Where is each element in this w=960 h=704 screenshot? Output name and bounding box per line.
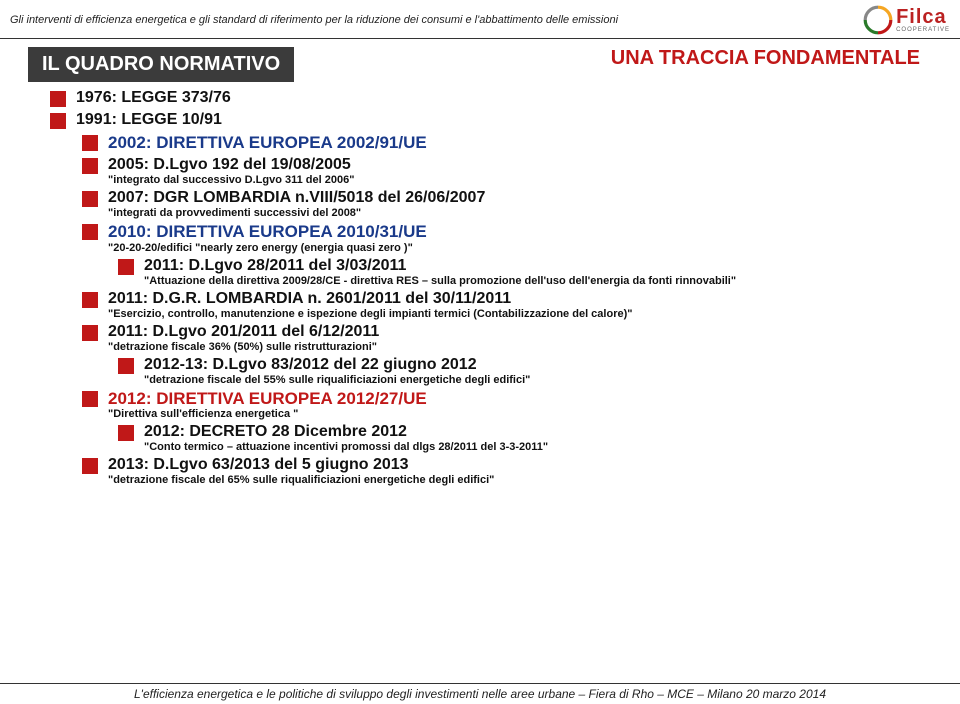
list-item: 2013: D.Lgvo 63/2013 del 5 giugno 2013"d… <box>82 455 940 486</box>
item-quote: "Direttiva sull'efficienza energetica " <box>108 408 940 420</box>
bullet-row: 2002: DIRETTIVA EUROPEA 2002/91/UE <box>82 132 940 153</box>
bullet-row: 2011: D.Lgvo 201/2011 del 6/12/2011 <box>82 322 940 342</box>
list-item: 2011: D.G.R. LOMBARDIA n. 2601/2011 del … <box>82 289 940 320</box>
item-title: 2002: DIRETTIVA EUROPEA 2002/91/UE <box>108 132 427 153</box>
square-bullet-icon <box>82 325 98 341</box>
bullet-row: 2013: D.Lgvo 63/2013 del 5 giugno 2013 <box>82 455 940 475</box>
item-title: 2011: D.G.R. LOMBARDIA n. 2601/2011 del … <box>108 289 511 309</box>
item-quote: "Attuazione della direttiva 2009/28/CE -… <box>144 275 940 287</box>
square-bullet-icon <box>82 292 98 308</box>
list-item: 2002: DIRETTIVA EUROPEA 2002/91/UE <box>82 132 940 153</box>
item-quote: "Conto termico – attuazione incentivi pr… <box>144 441 940 453</box>
footer-text: L'efficienza energetica e le politiche d… <box>0 683 960 704</box>
bullet-row: 2012: DIRETTIVA EUROPEA 2012/27/UE <box>82 388 940 409</box>
item-title: 2005: D.Lgvo 192 del 19/08/2005 <box>108 155 351 175</box>
item-quote: "20-20-20/edifici "nearly zero energy (e… <box>108 242 940 254</box>
item-title: 1976: LEGGE 373/76 <box>76 88 231 108</box>
bullet-row: 2010: DIRETTIVA EUROPEA 2010/31/UE <box>82 221 940 242</box>
bullet-row: 1991: LEGGE 10/91 <box>50 110 940 130</box>
item-quote: "detrazione fiscale 36% (50%) sulle rist… <box>108 341 940 353</box>
item-title: 2011: D.Lgvo 201/2011 del 6/12/2011 <box>108 322 379 342</box>
bullet-row: 2011: D.Lgvo 28/2011 del 3/03/2011 <box>118 256 940 276</box>
list-item: 2007: DGR LOMBARDIA n.VIII/5018 del 26/0… <box>82 188 940 219</box>
item-title: 2011: D.Lgvo 28/2011 del 3/03/2011 <box>144 256 406 276</box>
logo: Filca COOPERATIVE <box>862 4 950 36</box>
bullet-row: 2005: D.Lgvo 192 del 19/08/2005 <box>82 155 940 175</box>
header-bar: Gli interventi di efficienza energetica … <box>0 0 960 39</box>
square-bullet-icon <box>118 259 134 275</box>
item-quote: "integrati da provvedimenti successivi d… <box>108 207 940 219</box>
logo-sub: COOPERATIVE <box>896 27 950 33</box>
bullet-row: 2011: D.G.R. LOMBARDIA n. 2601/2011 del … <box>82 289 940 309</box>
item-title: 2010: DIRETTIVA EUROPEA 2010/31/UE <box>108 221 427 242</box>
content: IL QUADRO NORMATIVO UNA TRACCIA FONDAMEN… <box>0 39 960 486</box>
slide-subtitle: UNA TRACCIA FONDAMENTALE <box>611 47 920 70</box>
item-quote: "detrazione fiscale del 65% sulle riqual… <box>108 474 940 486</box>
item-title: 2007: DGR LOMBARDIA n.VIII/5018 del 26/0… <box>108 188 485 208</box>
logo-swirl-icon <box>862 4 894 36</box>
list-item: 2005: D.Lgvo 192 del 19/08/2005"integrat… <box>82 155 940 186</box>
list-item: 2011: D.Lgvo 28/2011 del 3/03/2011"Attua… <box>118 256 940 287</box>
bullet-row: 2012: DECRETO 28 Dicembre 2012 <box>118 422 940 442</box>
square-bullet-icon <box>82 224 98 240</box>
bullet-row: 1976: LEGGE 373/76 <box>50 88 940 108</box>
item-quote: "integrato dal successivo D.Lgvo 311 del… <box>108 174 940 186</box>
square-bullet-icon <box>82 191 98 207</box>
item-title: 2012-13: D.Lgvo 83/2012 del 22 giugno 20… <box>144 355 477 375</box>
item-title: 2012: DECRETO 28 Dicembre 2012 <box>144 422 407 442</box>
item-title: 2012: DIRETTIVA EUROPEA 2012/27/UE <box>108 388 427 409</box>
square-bullet-icon <box>50 113 66 129</box>
item-quote: "Esercizio, controllo, manutenzione e is… <box>108 308 940 320</box>
list-item: 2012: DECRETO 28 Dicembre 2012"Conto ter… <box>118 422 940 453</box>
square-bullet-icon <box>50 91 66 107</box>
logo-name: Filca <box>896 7 950 27</box>
bullet-row: 2007: DGR LOMBARDIA n.VIII/5018 del 26/0… <box>82 188 940 208</box>
square-bullet-icon <box>82 458 98 474</box>
square-bullet-icon <box>82 391 98 407</box>
slide-title: IL QUADRO NORMATIVO <box>28 47 294 82</box>
list-item: 1976: LEGGE 373/76 <box>50 88 940 108</box>
square-bullet-icon <box>118 425 134 441</box>
list-item: 2011: D.Lgvo 201/2011 del 6/12/2011"detr… <box>82 322 940 353</box>
bullet-row: 2012-13: D.Lgvo 83/2012 del 22 giugno 20… <box>118 355 940 375</box>
list-item: 1991: LEGGE 10/91 <box>50 110 940 130</box>
square-bullet-icon <box>118 358 134 374</box>
item-quote: "detrazione fiscale del 55% sulle riqual… <box>144 374 940 386</box>
list-item: 2012: DIRETTIVA EUROPEA 2012/27/UE"Diret… <box>82 388 940 420</box>
item-title: 2013: D.Lgvo 63/2013 del 5 giugno 2013 <box>108 455 409 475</box>
square-bullet-icon <box>82 135 98 151</box>
square-bullet-icon <box>82 158 98 174</box>
header-text: Gli interventi di efficienza energetica … <box>10 14 618 26</box>
list-item: 2012-13: D.Lgvo 83/2012 del 22 giugno 20… <box>118 355 940 386</box>
list-item: 2010: DIRETTIVA EUROPEA 2010/31/UE"20-20… <box>82 221 940 253</box>
item-title: 1991: LEGGE 10/91 <box>76 110 222 130</box>
